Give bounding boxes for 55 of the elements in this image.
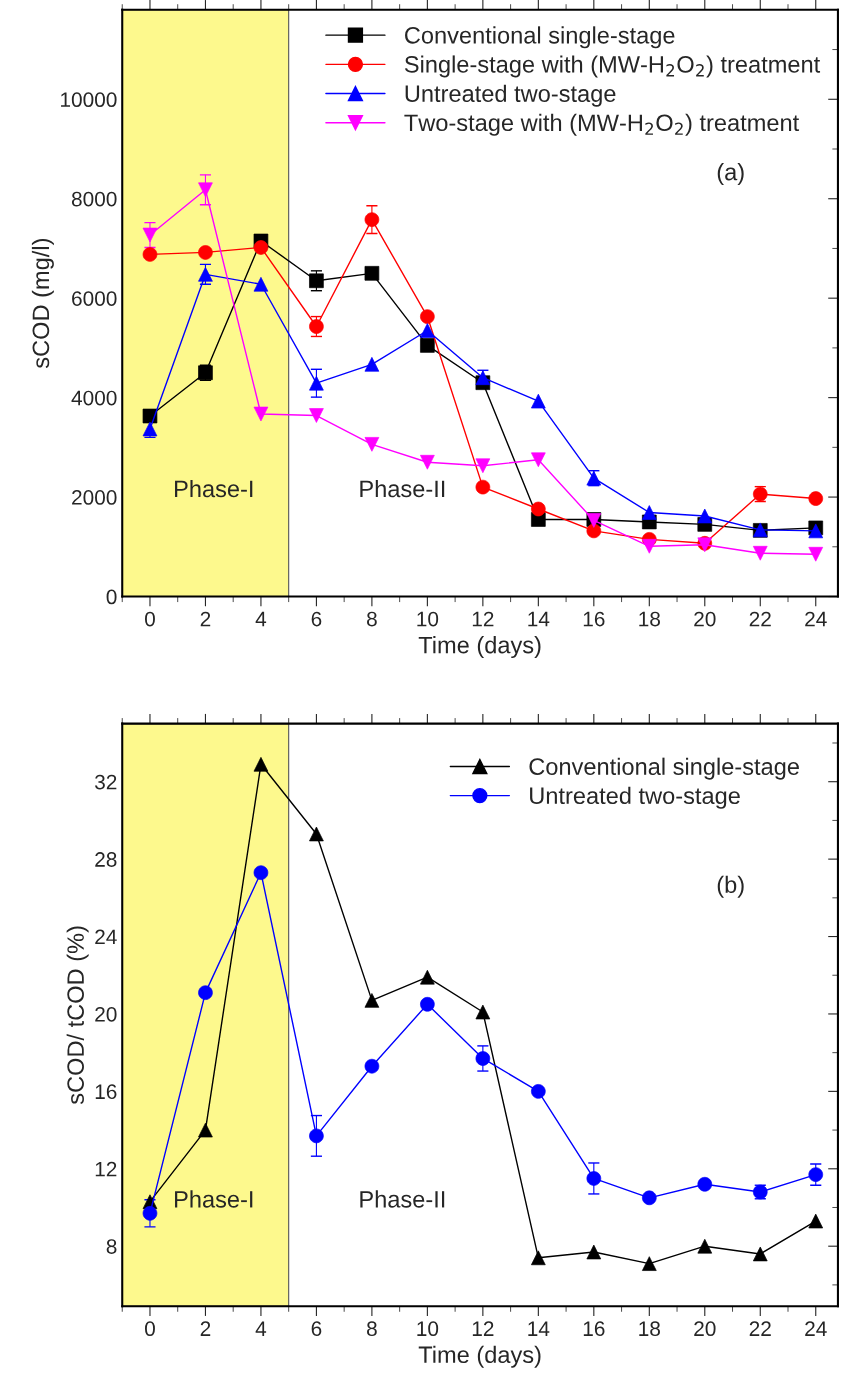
y-tick-label: 24 [95, 929, 117, 945]
legend-label: Conventional single-stage [405, 26, 675, 49]
x-tick-label: 10 [417, 611, 439, 627]
x-tick-label: 24 [805, 1321, 827, 1336]
x-tick-label: 8 [367, 1321, 377, 1337]
y-tick-label: 10000 [61, 92, 117, 108]
band-label: Phase-I [175, 1190, 253, 1208]
x-tick-label: 20 [694, 1321, 716, 1337]
y-tick-label: 4000 [71, 390, 117, 406]
x-tick-label: 22 [749, 1321, 771, 1336]
y-tick-label: 8000 [71, 191, 117, 207]
annotation: (b) [717, 875, 744, 898]
x-tick-label: 18 [639, 1321, 660, 1337]
y-tick-label: 0 [106, 589, 117, 605]
y-tick-label: 28 [95, 852, 117, 867]
y-tick-label: 16 [95, 1084, 117, 1100]
y-tick-label: 20 [95, 1006, 117, 1022]
x-tick-label: 20 [694, 611, 716, 627]
x-tick-label: 4 [255, 611, 267, 627]
x-tick-label: 2 [200, 611, 211, 627]
x-tick-label: 16 [583, 611, 605, 627]
annotation: Phase-II [360, 479, 445, 498]
legend-label: Conventional single-stage [529, 757, 799, 780]
x-tick-label: 12 [472, 611, 494, 627]
x-tick-label: 14 [528, 1321, 550, 1336]
annotation: (a) [717, 163, 744, 186]
y-tick-label: 8 [106, 1239, 117, 1254]
y-tick-label: 12 [95, 1161, 117, 1177]
legend-label: Untreated two-stage [405, 84, 616, 107]
y-axis-title: sCOD (mg/l) [31, 239, 54, 369]
x-tick-label: 22 [749, 611, 771, 627]
x-tick-label: 2 [200, 1321, 211, 1336]
x-tick-label: 6 [311, 1321, 322, 1337]
legend-label: Two-stage with (MW-H$_{2}$O$_{2}$) treatment [404, 113, 800, 136]
y-tick-label: 2000 [72, 490, 117, 505]
band-label: Phase-I [175, 479, 253, 498]
x-tick-label: 10 [417, 1321, 439, 1337]
legend-label: Untreated two-stage [530, 786, 740, 809]
x-tick-label: 16 [583, 1321, 605, 1337]
x-tick-label: 12 [472, 1321, 494, 1336]
x-tick-label: 14 [528, 611, 550, 627]
x-tick-label: 0 [145, 1321, 155, 1337]
x-tick-label: 6 [311, 611, 322, 627]
y-tick-label: 6000 [72, 291, 117, 306]
y-tick-label: 32 [95, 774, 117, 790]
legend-label: Single-stage with (MW-H$_{2}$O$_{2}$) treatment [404, 55, 821, 78]
x-axis-title: Time (days) [418, 636, 541, 659]
x-tick-label: 4 [255, 1321, 267, 1336]
annotation: Phase-II [360, 1190, 445, 1208]
x-axis-title: Time (days) [418, 1345, 541, 1368]
y-axis-title: sCOD/ tCOD (%) [66, 926, 89, 1105]
x-tick-label: 8 [367, 611, 377, 627]
x-tick-label: 0 [145, 611, 155, 627]
x-tick-label: 24 [805, 611, 827, 627]
x-tick-label: 18 [639, 611, 660, 627]
